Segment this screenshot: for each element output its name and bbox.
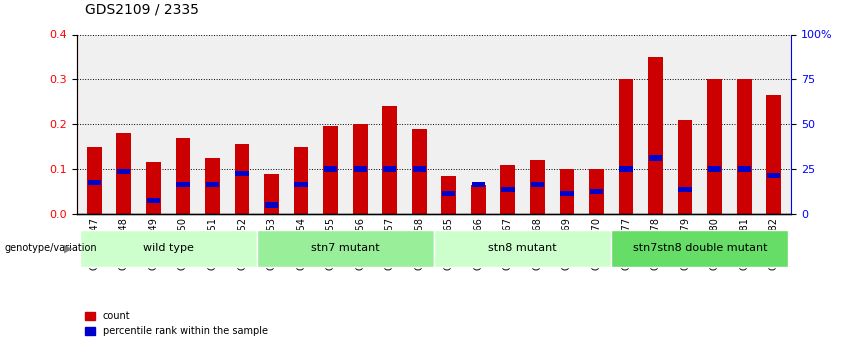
Bar bbox=[117, 133, 131, 214]
Text: genotype/variation: genotype/variation bbox=[4, 244, 97, 253]
Bar bbox=[413, 166, 426, 172]
Bar bbox=[294, 147, 308, 214]
Bar bbox=[443, 191, 455, 196]
Bar bbox=[382, 106, 397, 214]
Bar bbox=[531, 182, 544, 187]
Bar bbox=[176, 182, 190, 187]
Bar bbox=[206, 182, 219, 187]
Bar bbox=[738, 166, 751, 172]
Bar bbox=[442, 176, 456, 214]
FancyBboxPatch shape bbox=[79, 230, 257, 267]
Text: wild type: wild type bbox=[143, 243, 193, 253]
Bar bbox=[471, 182, 485, 187]
Bar bbox=[471, 185, 486, 214]
Bar bbox=[530, 160, 545, 214]
Bar bbox=[589, 169, 604, 214]
Bar bbox=[619, 79, 633, 214]
Bar bbox=[324, 166, 337, 172]
Bar bbox=[353, 166, 367, 172]
Bar bbox=[708, 166, 722, 172]
Bar bbox=[620, 166, 632, 172]
Text: stn8 mutant: stn8 mutant bbox=[488, 243, 557, 253]
Text: stn7stn8 double mutant: stn7stn8 double mutant bbox=[632, 243, 767, 253]
Bar bbox=[707, 79, 722, 214]
Bar bbox=[501, 187, 515, 192]
Bar bbox=[648, 57, 663, 214]
Bar bbox=[205, 158, 220, 214]
Legend: count, percentile rank within the sample: count, percentile rank within the sample bbox=[82, 307, 271, 340]
Bar bbox=[678, 187, 692, 192]
Bar bbox=[236, 171, 248, 176]
FancyBboxPatch shape bbox=[434, 230, 611, 267]
Text: GDS2109 / 2335: GDS2109 / 2335 bbox=[85, 3, 199, 17]
Bar bbox=[737, 79, 751, 214]
FancyBboxPatch shape bbox=[611, 230, 789, 267]
Bar bbox=[265, 202, 278, 208]
Bar bbox=[677, 120, 693, 214]
Bar bbox=[87, 147, 102, 214]
Bar bbox=[294, 182, 308, 187]
FancyBboxPatch shape bbox=[257, 230, 434, 267]
Bar bbox=[175, 138, 191, 214]
Bar bbox=[117, 169, 130, 174]
Bar bbox=[500, 165, 515, 214]
Bar bbox=[590, 189, 603, 194]
Text: stn7 mutant: stn7 mutant bbox=[311, 243, 380, 253]
Bar bbox=[146, 198, 160, 203]
Bar bbox=[766, 95, 781, 214]
Bar bbox=[88, 180, 101, 185]
Bar bbox=[353, 124, 368, 214]
Bar bbox=[146, 162, 161, 214]
Bar bbox=[767, 173, 780, 178]
Bar bbox=[235, 144, 249, 214]
Bar bbox=[323, 126, 338, 214]
Bar bbox=[264, 174, 279, 214]
Bar bbox=[649, 155, 662, 160]
Text: ▶: ▶ bbox=[64, 244, 72, 253]
Bar bbox=[560, 169, 574, 214]
Bar bbox=[560, 191, 574, 196]
Bar bbox=[383, 166, 397, 172]
Bar bbox=[412, 129, 426, 214]
